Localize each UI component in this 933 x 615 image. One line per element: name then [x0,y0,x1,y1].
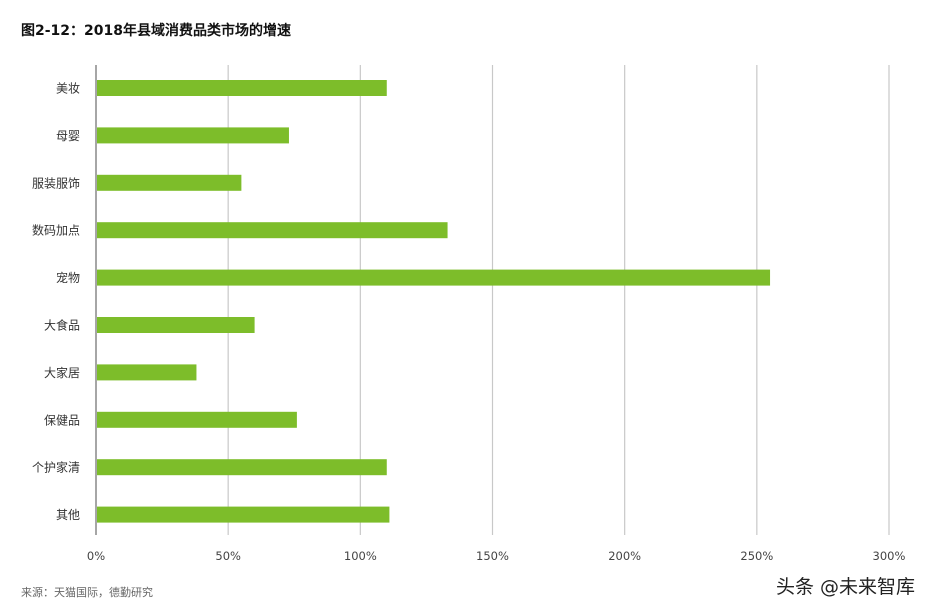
x-tick-label: 50% [215,549,241,563]
bar [97,411,297,428]
x-tick-label: 200% [608,549,641,563]
bar [97,506,390,523]
bar [97,127,289,144]
x-tick-label: 0% [87,549,105,563]
category-label: 服装服饰 [32,176,80,190]
bar [97,174,242,191]
category-label: 数码加点 [32,223,80,238]
x-tick-label: 100% [344,549,377,563]
category-label: 大食品 [44,318,80,333]
bar [97,80,387,96]
category-label: 个护家清 [32,460,80,475]
x-tick-label: 300% [873,549,906,563]
bar [97,222,448,239]
category-label: 其他 [56,508,80,522]
category-label: 宠物 [56,270,80,285]
bar [97,269,771,286]
source-note: 来源：天猫国际，德勤研究 [21,586,153,599]
bar [97,317,255,333]
bar [97,364,197,381]
category-label: 美妆 [56,82,80,96]
category-label: 母婴 [56,129,80,143]
x-tick-label: 150% [476,549,509,563]
category-label: 保健品 [44,413,80,427]
x-tick-label: 250% [740,549,773,563]
watermark: 头条 @未来智库 [775,576,915,598]
chart-title: 图2-12：2018年县域消费品类市场的增速 [21,23,291,39]
category-label: 大家居 [44,365,80,380]
bar [97,459,387,476]
